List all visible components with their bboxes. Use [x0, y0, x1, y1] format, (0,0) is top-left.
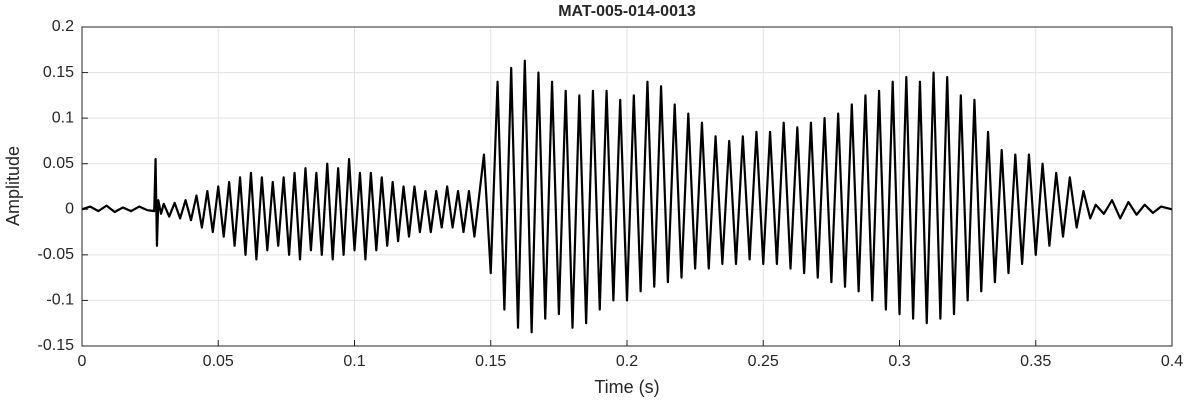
x-tick-label: 0.2: [616, 353, 638, 370]
y-tick-label: 0: [65, 201, 74, 218]
x-tick-label: 0.15: [475, 353, 506, 370]
y-tick-label: 0.05: [43, 155, 74, 172]
x-tick-label: 0.05: [203, 353, 234, 370]
x-tick-label: 0.4: [1161, 353, 1183, 370]
x-tick-label: 0.1: [343, 353, 365, 370]
x-tick-label: 0.25: [748, 353, 779, 370]
x-tick-label: 0.3: [888, 353, 910, 370]
y-tick-label: 0.2: [52, 18, 74, 35]
y-tick-label: 0.1: [52, 109, 74, 126]
y-tick-label: 0.15: [43, 64, 74, 81]
plot-frame: [81, 26, 1173, 347]
x-axis-label: Time (s): [594, 377, 659, 397]
y-axis-label: Amplitude: [3, 146, 23, 226]
y-tick-label: -0.05: [38, 246, 75, 263]
y-tick-label: -0.15: [38, 337, 75, 354]
waveform: [81, 59, 1173, 334]
chart-title: MAT-005-014-0013: [558, 3, 696, 20]
x-tick-label: 0: [78, 353, 87, 370]
y-tick-label: -0.1: [46, 292, 74, 309]
x-tick-label: 0.35: [1020, 353, 1051, 370]
